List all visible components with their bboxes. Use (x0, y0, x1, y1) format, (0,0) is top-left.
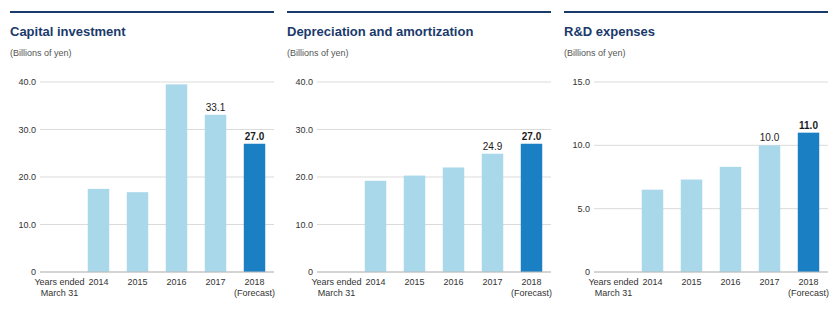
bar (88, 189, 109, 272)
bar (759, 145, 780, 272)
bar (365, 181, 386, 272)
x-tick-label: 2017 (759, 277, 779, 287)
y-tick-label: 0 (585, 267, 590, 277)
y-tick-label: 20.0 (18, 172, 36, 182)
y-tick-label: 20.0 (295, 172, 313, 182)
bar (127, 192, 148, 272)
y-tick-label: 40.0 (18, 77, 36, 87)
bars (642, 133, 819, 272)
grid-line (317, 129, 551, 130)
grid-line (317, 224, 551, 225)
x-tick-label: 2018(Forecast) (234, 277, 275, 298)
y-tick-label: 15.0 (572, 77, 590, 87)
bar (482, 154, 503, 272)
grid-line (40, 129, 274, 130)
bar (166, 84, 187, 272)
x-axis-label: Years endedMarch 31 (311, 277, 361, 298)
x-tick-label: 2014 (365, 277, 385, 287)
y-tick-label: 5.0 (577, 204, 590, 214)
x-tick-label: 2015 (127, 277, 147, 287)
grid-line (594, 82, 828, 83)
bar (244, 144, 265, 272)
bar (720, 167, 741, 272)
x-tick-label: 2015 (404, 277, 424, 287)
x-axis-label: Years endedMarch 31 (34, 277, 84, 298)
x-tick-label: 2014 (88, 277, 108, 287)
x-tick-label: 2014 (642, 277, 662, 287)
bar (521, 144, 542, 272)
panel: Depreciation and amortization (Billions o… (287, 12, 552, 298)
grid-line (40, 82, 274, 83)
x-tick-label: 2017 (482, 277, 502, 287)
value-label: 33.1 (206, 102, 226, 113)
y-tick-label: 10.0 (572, 140, 590, 150)
bars (88, 84, 265, 272)
grid-line (317, 177, 551, 178)
grid-line (594, 145, 828, 146)
x-tick-label: 2016 (443, 277, 463, 287)
y-tick-label: 40.0 (295, 77, 313, 87)
value-label: 24.9 (483, 141, 503, 152)
x-tick-label: 2015 (681, 277, 701, 287)
chart-root: Capital investment (Billions of yen) 0 10.0… (0, 0, 840, 336)
unit-label: (Billions of yen) (564, 48, 626, 58)
x-axis-label: Years endedMarch 31 (588, 277, 638, 298)
x-tick-label: 2017 (205, 277, 225, 287)
value-label: 11.0 (799, 120, 818, 131)
bar (681, 180, 702, 272)
bar (642, 190, 663, 272)
grid-line (40, 272, 274, 273)
title: Depreciation and amortization (287, 24, 473, 39)
x-tick-label: 2016 (166, 277, 186, 287)
y-tick-label: 30.0 (18, 125, 36, 135)
value-label: 10.0 (760, 132, 780, 143)
unit-label: (Billions of yen) (287, 48, 349, 58)
x-axis-line (40, 272, 274, 273)
bar (798, 133, 819, 272)
grid-line (317, 82, 551, 83)
y-tick-label: 10.0 (295, 220, 313, 230)
x-tick-label: 2018(Forecast) (511, 277, 552, 298)
unit-label: (Billions of yen) (10, 48, 72, 58)
panel: Capital investment (Billions of yen) 0 10.0… (10, 12, 275, 298)
y-tick-label: 30.0 (295, 125, 313, 135)
top-rule (287, 11, 551, 13)
top-rule (10, 11, 274, 13)
grid-line (317, 272, 551, 273)
bar (205, 115, 226, 272)
panel: R&D expenses (Billions of yen) 0 5.0 10.0 15.… (564, 12, 829, 298)
grid-line (594, 272, 828, 273)
x-axis-line (594, 272, 828, 273)
x-axis-line (317, 272, 551, 273)
y-tick-label: 0 (308, 267, 313, 277)
grid-line (40, 177, 274, 178)
value-label: 27.0 (245, 131, 265, 142)
title: Capital investment (10, 24, 126, 39)
top-rule (564, 11, 828, 13)
x-tick-label: 2016 (720, 277, 740, 287)
grid-line (594, 208, 828, 209)
bars (365, 144, 542, 272)
title: R&D expenses (564, 24, 655, 39)
bar (443, 168, 464, 273)
x-tick-label: 2018(Forecast) (788, 277, 829, 298)
y-tick-label: 0 (31, 267, 36, 277)
bar (404, 176, 425, 272)
value-label: 27.0 (522, 131, 542, 142)
y-tick-label: 10.0 (18, 220, 36, 230)
grid-line (40, 224, 274, 225)
